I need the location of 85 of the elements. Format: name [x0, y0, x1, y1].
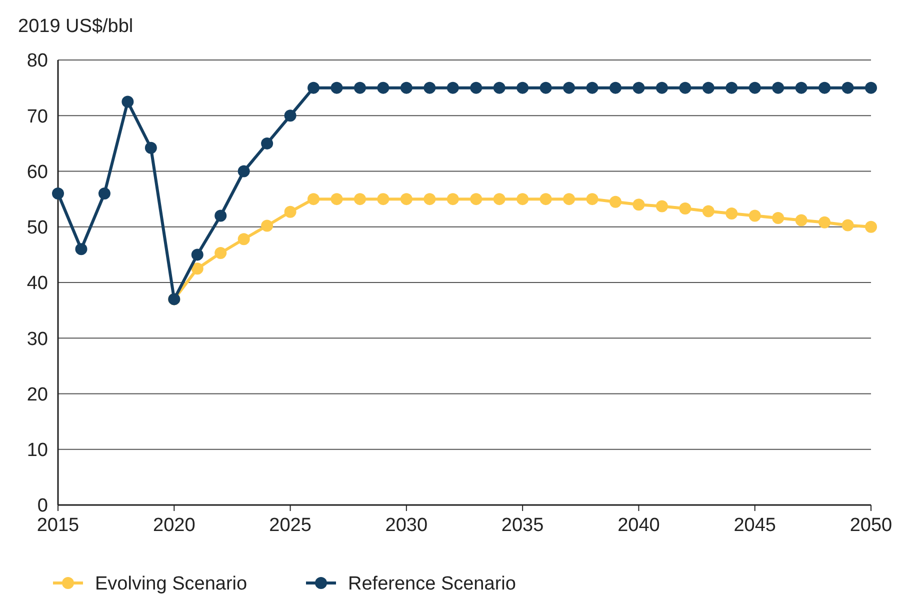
- x-tick-label: 2015: [36, 515, 80, 536]
- y-tick-label: 20: [26, 384, 48, 406]
- y-tick-label: 30: [26, 328, 48, 350]
- point: [726, 82, 738, 94]
- legend-label: Reference Scenario: [348, 574, 516, 595]
- y-tick-label: 80: [26, 50, 48, 72]
- point: [679, 202, 692, 215]
- point: [377, 82, 390, 94]
- point: [470, 82, 482, 94]
- x-tick-label: 2035: [501, 515, 544, 536]
- point: [191, 262, 204, 275]
- point: [540, 82, 552, 94]
- point: [795, 214, 808, 226]
- y-tick-label: 70: [26, 106, 48, 128]
- point: [842, 82, 854, 94]
- point: [586, 193, 598, 206]
- y-axis-title: 2019 US$/bbl: [18, 16, 134, 37]
- point: [632, 82, 645, 94]
- point: [865, 82, 877, 94]
- point: [330, 193, 343, 206]
- point: [772, 212, 784, 224]
- point: [609, 82, 622, 94]
- x-tick-label: 2050: [850, 515, 892, 536]
- point: [238, 165, 250, 178]
- point: [818, 82, 831, 94]
- point: [748, 210, 761, 222]
- point: [656, 200, 668, 212]
- point: [122, 96, 134, 108]
- point: [191, 248, 204, 261]
- x-tick-label: 2045: [734, 515, 776, 536]
- point: [144, 142, 157, 154]
- y-tick-label: 60: [26, 162, 48, 183]
- point: [679, 82, 692, 94]
- point: [284, 110, 296, 122]
- point: [377, 193, 390, 206]
- point: [214, 210, 227, 222]
- point: [446, 82, 459, 94]
- x-tick-label: 2025: [269, 515, 312, 536]
- point: [516, 82, 529, 94]
- point: [818, 216, 831, 228]
- point: [609, 196, 622, 208]
- point: [540, 193, 552, 206]
- point: [308, 82, 320, 94]
- point: [446, 193, 459, 206]
- point: [98, 188, 110, 200]
- x-tick-label: 2040: [618, 515, 660, 536]
- point: [354, 82, 366, 94]
- point: [772, 82, 784, 94]
- point: [424, 193, 436, 206]
- point: [400, 82, 412, 94]
- y-tick-label: 50: [26, 218, 48, 239]
- point: [563, 193, 576, 206]
- point: [75, 243, 88, 256]
- y-tick-label: 0: [37, 496, 48, 517]
- point: [563, 82, 576, 94]
- y-tick-label: 10: [26, 440, 48, 462]
- point: [632, 198, 645, 211]
- point: [702, 82, 714, 94]
- point: [493, 193, 506, 206]
- point: [516, 193, 529, 206]
- point: [330, 82, 343, 94]
- point: [261, 137, 274, 150]
- point: [795, 82, 808, 94]
- point: [726, 208, 738, 220]
- point: [586, 82, 598, 94]
- point: [470, 193, 482, 206]
- x-tick-label: 2030: [385, 515, 428, 536]
- point: [656, 82, 668, 94]
- point: [748, 82, 761, 94]
- point: [284, 206, 296, 218]
- point: [52, 188, 64, 200]
- point: [493, 82, 506, 94]
- point: [400, 193, 412, 206]
- point: [424, 82, 436, 94]
- legend-label: Evolving Scenario: [95, 574, 248, 595]
- y-tick-label: 40: [26, 273, 48, 294]
- point: [238, 233, 250, 246]
- point: [865, 220, 877, 233]
- point: [702, 205, 714, 218]
- point: [261, 220, 274, 232]
- point: [842, 219, 854, 232]
- x-tick-label: 2020: [153, 515, 196, 536]
- point: [308, 193, 320, 206]
- point: [214, 247, 227, 260]
- point: [354, 193, 366, 206]
